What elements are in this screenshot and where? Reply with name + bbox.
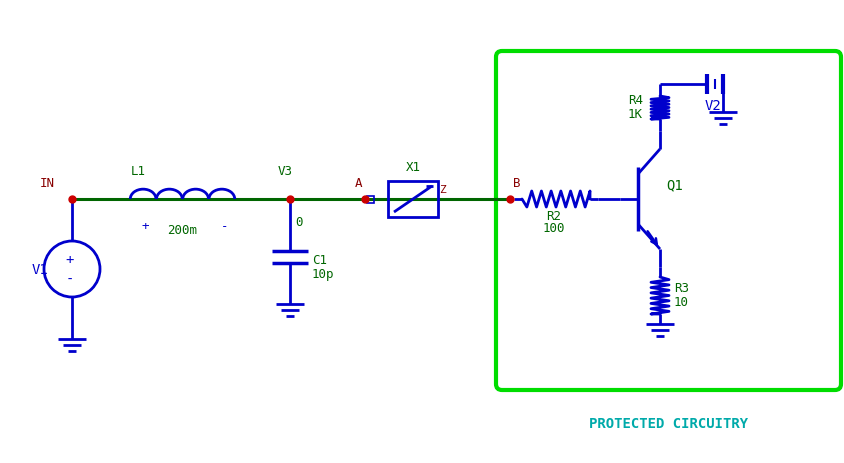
Text: 100: 100 <box>543 221 565 234</box>
Text: X1: X1 <box>405 161 420 174</box>
Bar <box>388 181 438 218</box>
Text: V3: V3 <box>278 165 293 178</box>
Text: V2: V2 <box>705 99 722 113</box>
Text: L1: L1 <box>131 165 145 178</box>
Text: IN: IN <box>40 176 55 189</box>
Text: -: - <box>221 219 229 232</box>
Text: 10p: 10p <box>312 268 334 281</box>
Text: B: B <box>513 176 521 189</box>
Text: +: + <box>66 252 74 266</box>
Text: 200m: 200m <box>167 224 197 237</box>
Text: V1: V1 <box>32 263 49 276</box>
Text: R3: R3 <box>674 282 689 294</box>
Text: A: A <box>354 176 362 189</box>
Text: 10: 10 <box>674 295 689 308</box>
Text: R2: R2 <box>547 210 561 223</box>
Text: Q1: Q1 <box>666 178 683 192</box>
Text: -: - <box>66 272 74 287</box>
Text: R4: R4 <box>628 94 643 107</box>
Text: 0: 0 <box>295 216 302 229</box>
Bar <box>367 196 374 203</box>
Text: Z: Z <box>439 185 446 194</box>
Text: C1: C1 <box>312 253 327 266</box>
Text: PROTECTED CIRCUITRY: PROTECTED CIRCUITRY <box>589 416 748 430</box>
Text: 1K: 1K <box>628 108 643 121</box>
Text: +: + <box>141 219 149 232</box>
